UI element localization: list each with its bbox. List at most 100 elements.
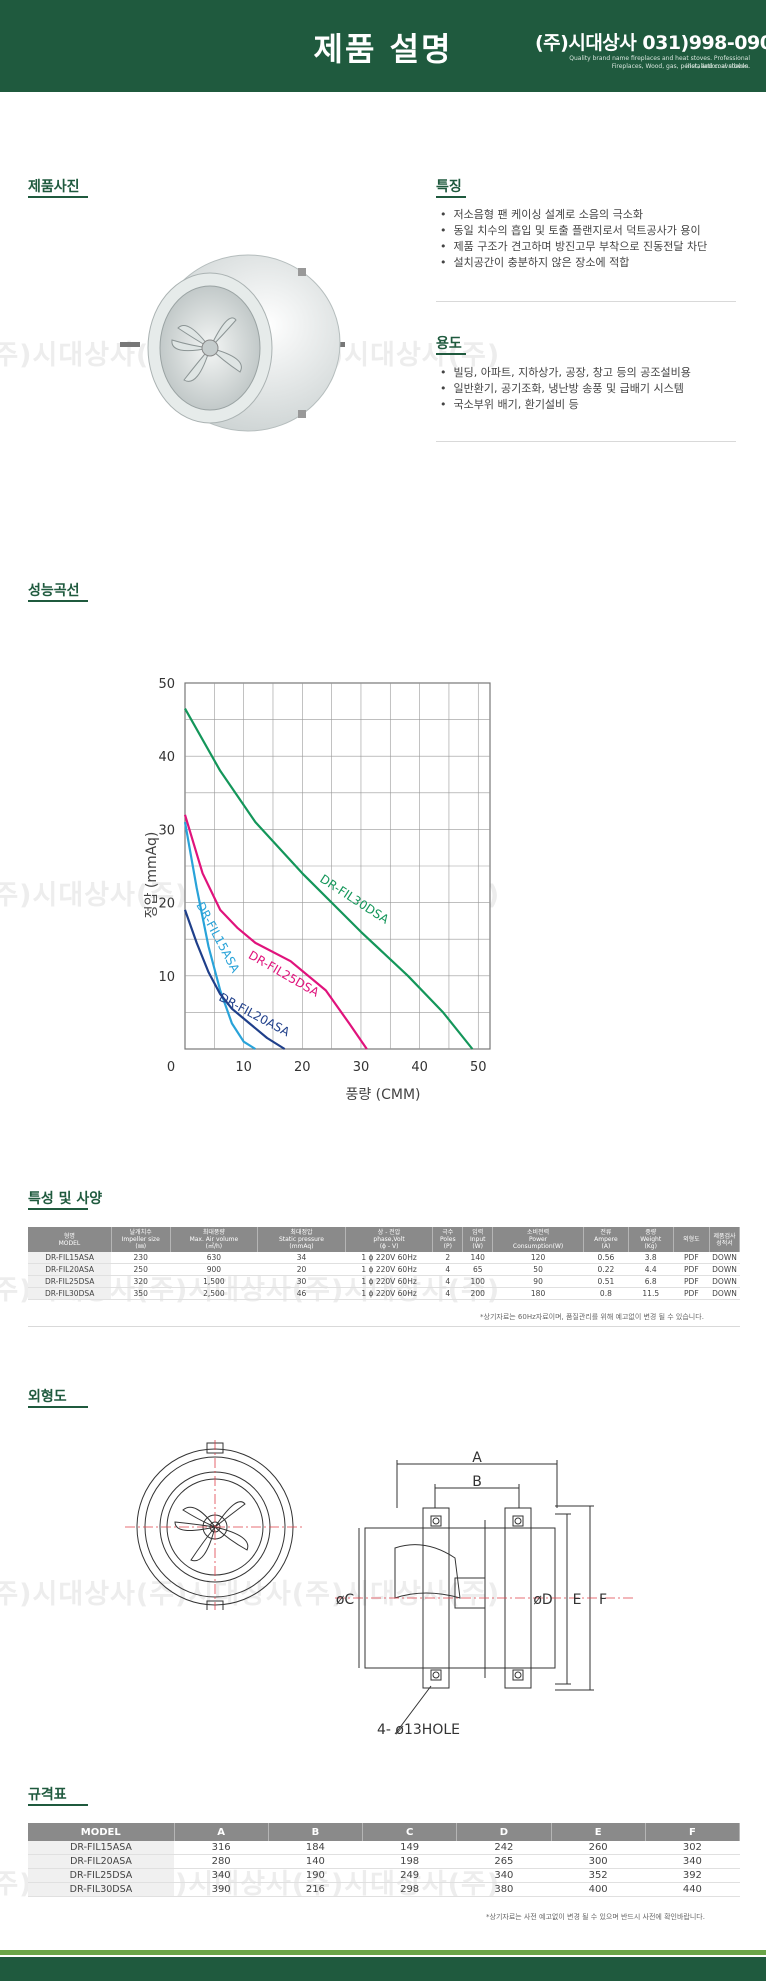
section-underline — [28, 1208, 88, 1210]
hole-label: 4- ø13HOLE — [377, 1722, 460, 1738]
chart-x-tick: 30 — [353, 1060, 370, 1075]
table-cell: 120 — [492, 1252, 584, 1264]
section-underline — [436, 353, 466, 355]
outline-front-view — [125, 1440, 305, 1610]
table-cell: 300 — [551, 1854, 646, 1869]
table-cell: DR-FIL25DSA — [28, 1275, 112, 1288]
dimension-table: MODEL A B C D E F DR-FIL15ASA 316 184 149 24… — [28, 1823, 741, 1897]
chart-x-axis-label: 풍량 (CMM) — [345, 1087, 420, 1103]
table-cell: 340 — [456, 1868, 551, 1883]
spec-col-input: 입력 Input (W) — [462, 1227, 494, 1252]
spec-col-model: 형명 MODEL — [28, 1227, 112, 1252]
spec-col-weight: 중량 Weight (Kg) — [628, 1227, 674, 1252]
table-cell: 50 — [492, 1263, 584, 1276]
company-tagline-2: Fireplaces, Wood, gas, pellet, and coal … — [611, 63, 750, 70]
spec-col-impeller: 날개치수 Impeller size (㎜) — [111, 1227, 171, 1252]
section-title-curve: 성능곡선 — [28, 583, 80, 599]
section-underline — [436, 196, 466, 198]
table-cell: 280 — [174, 1854, 269, 1869]
table-cell: 0.51 — [583, 1275, 629, 1288]
divider — [436, 301, 736, 302]
table-cell: 380 — [456, 1882, 551, 1897]
section-underline — [28, 196, 88, 198]
company-tagline-1: Quality brand name fireplaces and heat s… — [569, 55, 750, 70]
section-title-specs: 특성 및 사양 — [28, 1191, 103, 1207]
table-cell: DOWN — [709, 1287, 740, 1300]
table-cell: DR-FIL25DSA — [28, 1868, 174, 1883]
usage-item: • 일반환기, 공기조화, 냉난방 송풍 및 급배기 시스템 — [440, 382, 684, 395]
spec-col-poles: 극수 Poles (P) — [432, 1227, 464, 1252]
section-title-photo: 제품사진 — [28, 179, 80, 195]
spec-col-power: 소비전력 Power Consumption(W) — [492, 1227, 584, 1252]
chart-x-tick: 40 — [411, 1060, 428, 1075]
dim-row: DR-FIL30DSA 390 216 298 380 400 440 — [28, 1882, 740, 1897]
table-cell: 4 — [432, 1263, 463, 1276]
table-cell: DOWN — [709, 1275, 740, 1288]
table-cell: PDF — [673, 1275, 710, 1288]
table-cell: 242 — [456, 1841, 551, 1855]
outline-side-view: A B øC øD E F 4- ø13HOLE — [335, 1450, 635, 1738]
spec-col-phase: 상 - 전압 phase,Volt (ɸ - V) — [345, 1227, 434, 1252]
features-list: • 저소음형 팬 케이싱 설계로 소음의 극소화 • 동일 치수의 흡입 및 토… — [440, 207, 707, 271]
table-cell: 900 — [170, 1263, 258, 1276]
spec-row: DR-FIL20ASA 250 900 20 1 ɸ 220V 60Hz 4 65 50 0.2… — [28, 1263, 740, 1276]
chart-series-line — [183, 909, 286, 1050]
table-cell: 30 — [257, 1275, 346, 1288]
page-header — [0, 0, 766, 92]
dim-col-a: A — [174, 1823, 269, 1841]
table-cell: 65 — [462, 1263, 493, 1276]
chart-x-tick: 0 — [167, 1060, 175, 1075]
page-title: 제품 설명 — [313, 30, 453, 68]
chart-series-line — [183, 814, 368, 1050]
chart-x-tick: 50 — [470, 1060, 487, 1075]
chart-y-tick: 30 — [158, 823, 175, 838]
table-cell: PDF — [673, 1263, 710, 1276]
table-cell: PDF — [673, 1287, 710, 1300]
table-cell: 100 — [462, 1275, 493, 1288]
table-cell: 249 — [362, 1868, 457, 1883]
table-cell: 630 — [170, 1252, 258, 1264]
spec-row: DR-FIL15ASA 230 630 34 1 ɸ 220V 60Hz 2 140 120 0… — [28, 1252, 740, 1264]
spec-col-airvolume: 최대풍량 Max. Air volume (㎥/h) — [170, 1227, 259, 1252]
spec-note: *상기자료는 60Hz자료이며, 품질관리를 위해 예고없이 변경 될 수 있습… — [480, 1313, 704, 1321]
table-cell: 184 — [268, 1841, 363, 1855]
table-cell: 20 — [257, 1263, 346, 1276]
table-cell: DOWN — [709, 1252, 740, 1264]
section-underline — [28, 600, 88, 602]
chart-y-tick: 10 — [158, 970, 175, 985]
chart-x-tick: 20 — [294, 1060, 311, 1075]
table-cell: 190 — [268, 1868, 363, 1883]
table-cell: 11.5 — [628, 1287, 674, 1300]
spec-col-outline: 외형도 — [673, 1227, 711, 1252]
table-cell: 316 — [174, 1841, 269, 1855]
dim-row: DR-FIL15ASA 316 184 149 242 260 302 — [28, 1841, 740, 1855]
table-cell: 4 — [432, 1275, 463, 1288]
chart-x-tick: 10 — [235, 1060, 252, 1075]
dim-col-model: MODEL — [28, 1823, 175, 1841]
table-cell: DR-FIL15ASA — [28, 1252, 112, 1264]
usage-item: • 빌딩, 아파트, 지하상가, 공장, 창고 등의 공조설비용 — [440, 366, 691, 379]
dim-label-f: F — [599, 1592, 607, 1608]
table-cell: 200 — [462, 1287, 493, 1300]
table-cell: 390 — [174, 1882, 269, 1897]
table-cell: 0.22 — [583, 1263, 629, 1276]
table-cell: 250 — [111, 1263, 171, 1276]
table-cell: 216 — [268, 1882, 363, 1897]
table-cell: 352 — [551, 1868, 646, 1883]
table-cell: 6.8 — [628, 1275, 674, 1288]
dim-col-f: F — [645, 1823, 741, 1841]
table-cell: 400 — [551, 1882, 646, 1897]
dim-label-d: øD — [533, 1592, 552, 1608]
section-title-features: 특징 — [436, 179, 462, 195]
table-cell: 340 — [645, 1854, 740, 1869]
table-cell: 90 — [492, 1275, 584, 1288]
table-cell: 440 — [645, 1882, 740, 1897]
table-cell: 198 — [362, 1854, 457, 1869]
table-cell: 1 ɸ 220V 60Hz — [345, 1252, 433, 1264]
dim-label-e: E — [573, 1592, 582, 1608]
table-cell: 1 ɸ 220V 60Hz — [345, 1263, 433, 1276]
table-cell: 3.8 — [628, 1252, 674, 1264]
spec-col-report: 제품검사 성적서 — [709, 1227, 740, 1252]
table-cell: 340 — [174, 1868, 269, 1883]
